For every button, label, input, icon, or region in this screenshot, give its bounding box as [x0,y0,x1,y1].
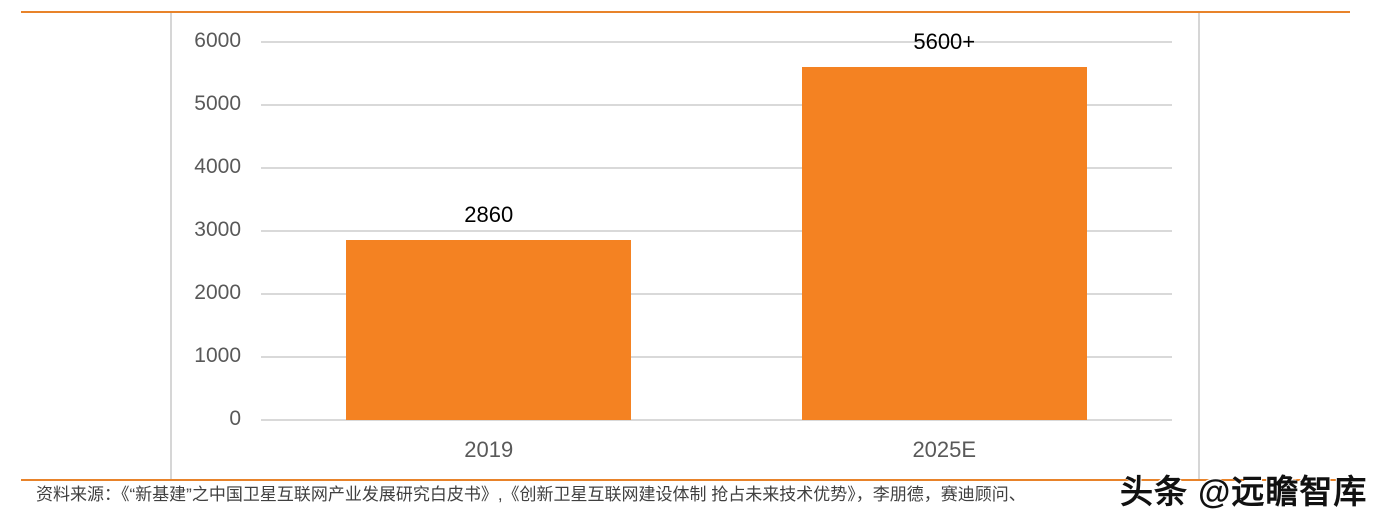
gridline [261,41,1172,43]
x-axis-tick-label: 2025E [912,437,977,462]
gridline [261,419,1172,421]
bar-2025e [801,67,1087,420]
y-axis-tick-label: 5000 [194,92,241,115]
bar-2019 [346,239,632,420]
y-axis-tick-label: 6000 [194,29,241,52]
top-rule [21,11,1350,13]
y-axis-tick-label: 0 [229,407,241,430]
gridline [261,167,1172,169]
x-axis-tick-label: 2019 [464,437,514,462]
gridline [261,356,1172,358]
y-axis-tick-label: 3000 [194,218,241,241]
data-label: 5600+ [913,29,976,55]
chart-frame [170,13,1200,479]
gridline [261,293,1172,295]
y-axis-tick-label: 4000 [194,155,241,178]
gridline [261,230,1172,232]
bottom-rule [21,479,1350,481]
y-axis-tick-label: 1000 [194,344,241,367]
gridline [261,104,1172,106]
data-label: 2860 [464,201,514,227]
source-note: 资料来源：《“新基建”之中国卫星互联网产业发展研究白皮书》,《创新卫星互联网建设… [36,485,1026,504]
y-axis-tick-label: 2000 [194,281,241,304]
watermark: 头条 @远瞻智库 [1120,473,1368,510]
